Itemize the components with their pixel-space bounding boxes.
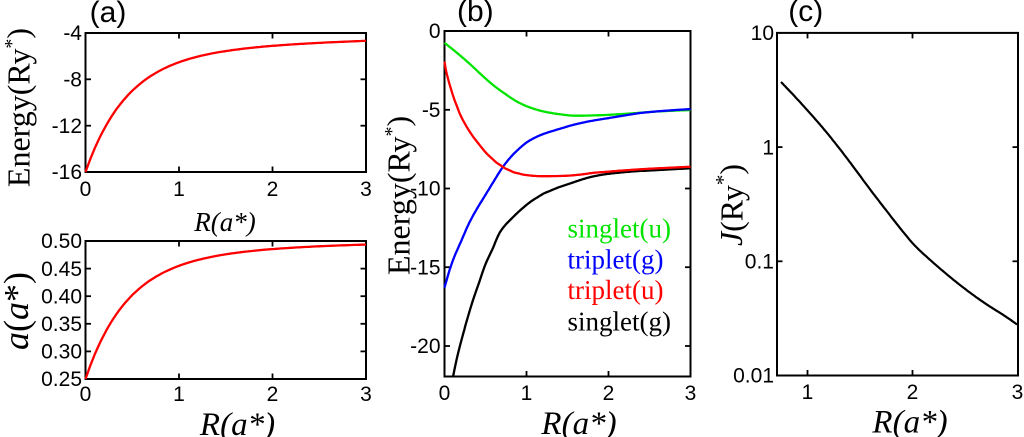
svg-text:singlet(g): singlet(g) xyxy=(568,306,671,336)
svg-text:-20: -20 xyxy=(410,335,440,358)
svg-text:3: 3 xyxy=(1012,381,1024,404)
svg-text:2: 2 xyxy=(907,381,919,404)
svg-text:R(a*): R(a*) xyxy=(540,406,616,437)
svg-text:0.30: 0.30 xyxy=(41,341,82,364)
svg-text:0.40: 0.40 xyxy=(41,285,82,308)
svg-text:0.45: 0.45 xyxy=(41,258,82,281)
svg-text:(c): (c) xyxy=(788,0,823,28)
svg-text:1: 1 xyxy=(173,383,185,406)
svg-text:a(a*): a(a*) xyxy=(0,272,36,350)
svg-text:1: 1 xyxy=(173,178,185,201)
svg-text:R(a*): R(a*) xyxy=(871,405,947,437)
svg-text:(a): (a) xyxy=(90,0,127,29)
svg-text:1: 1 xyxy=(521,382,533,405)
svg-text:1: 1 xyxy=(802,381,814,404)
svg-text:singlet(u): singlet(u) xyxy=(568,214,671,244)
svg-text:0.25: 0.25 xyxy=(41,368,82,391)
svg-text:-4: -4 xyxy=(63,22,82,45)
svg-text:1: 1 xyxy=(762,136,774,159)
svg-text:(b): (b) xyxy=(457,0,494,28)
svg-text:0.50: 0.50 xyxy=(41,230,82,253)
svg-text:triplet(g): triplet(g) xyxy=(568,244,664,274)
svg-text:0: 0 xyxy=(80,178,92,201)
svg-text:triplet(u): triplet(u) xyxy=(568,275,664,305)
svg-text:R(a*): R(a*) xyxy=(193,207,255,237)
svg-text:0: 0 xyxy=(439,382,451,405)
svg-text:0.01: 0.01 xyxy=(733,365,774,388)
svg-text:2: 2 xyxy=(603,382,615,405)
svg-text:3: 3 xyxy=(360,383,372,406)
svg-text:3: 3 xyxy=(685,382,697,405)
svg-text:-10: -10 xyxy=(410,178,440,201)
svg-text:-8: -8 xyxy=(63,69,82,92)
svg-text:Energy(Ry*): Energy(Ry*) xyxy=(380,116,416,275)
svg-text:2: 2 xyxy=(267,383,279,406)
svg-text:-15: -15 xyxy=(410,256,440,279)
svg-text:R(a*): R(a*) xyxy=(199,407,275,437)
svg-text:-5: -5 xyxy=(422,99,441,122)
svg-text:Energy(Ry*): Energy(Ry*) xyxy=(0,28,36,187)
svg-text:3: 3 xyxy=(360,178,372,201)
svg-text:0.1: 0.1 xyxy=(745,251,774,274)
svg-text:0: 0 xyxy=(80,383,92,406)
svg-text:10: 10 xyxy=(751,22,774,45)
svg-text:-16: -16 xyxy=(52,161,82,184)
svg-text:0: 0 xyxy=(429,20,441,43)
svg-text:-12: -12 xyxy=(52,115,82,138)
svg-text:2: 2 xyxy=(267,178,279,201)
svg-text:0.35: 0.35 xyxy=(41,313,82,336)
